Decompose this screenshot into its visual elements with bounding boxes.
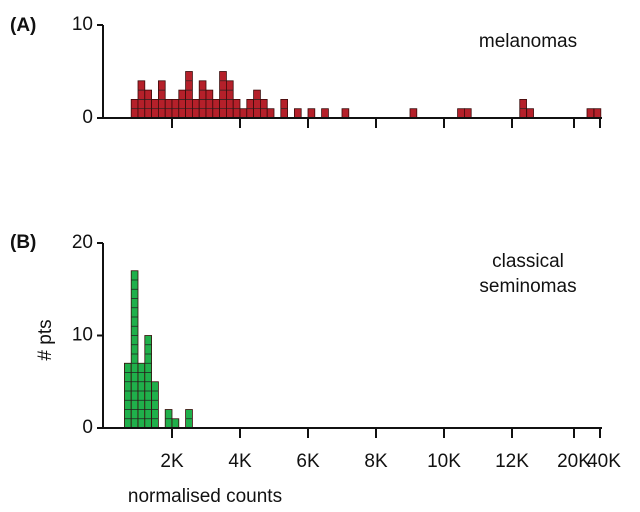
y-tick-label: 0 [82,417,93,438]
bar [409,108,418,119]
bar-cells [144,344,152,420]
x-tick-label: 20K [557,451,591,472]
bar [526,108,534,119]
bar [266,108,275,119]
x-tick-label: 6K [296,451,320,472]
y-axis-label: # pts [35,319,56,360]
bar-cells [124,372,132,420]
bar [219,71,227,119]
bar [239,108,248,119]
bar-cells [199,89,206,110]
bar [463,108,472,119]
bar [307,108,316,119]
annotation: classical [492,251,564,272]
bar-cells [138,89,145,110]
bar [253,89,261,119]
y-tick-label: 0 [82,107,93,128]
bar [185,71,193,119]
bar-cells [158,89,166,110]
bar-cells [178,99,186,110]
bar [593,108,602,119]
panel-label: (A) [10,15,36,36]
bar-cells [253,99,261,110]
annotation: seminomas [479,276,576,297]
bar [586,108,595,119]
bar-cells [151,390,159,420]
bar [124,362,132,429]
annotation: melanomas [479,31,577,52]
bar-cells [226,89,234,110]
bar-cells [138,372,145,420]
bar [171,418,180,429]
bar [178,89,187,119]
bar-cells [206,99,213,110]
bar-cells [131,279,138,420]
bar [293,108,302,119]
x-tick-label: 2K [160,451,184,472]
x-axis-label: normalised counts [128,486,282,507]
x-tick-label: 4K [228,451,252,472]
x-tick-label: 40K [587,451,621,472]
panel-label: (B) [10,232,36,253]
bar-cells [185,80,193,110]
bar [321,108,329,119]
x-tick-label: 12K [495,451,529,472]
x-tick-label: 8K [364,451,388,472]
bar [151,381,159,429]
bar [205,89,214,119]
bar-cells [144,99,152,110]
bar [137,362,146,429]
bar-cells [219,80,227,110]
y-tick-label: 20 [72,232,93,253]
y-tick-label: 10 [72,14,93,35]
bar [130,270,139,429]
bar [341,108,350,119]
bar [144,89,153,119]
x-tick-label: 10K [427,451,461,472]
y-tick-label: 10 [72,325,93,346]
bar [457,108,465,119]
